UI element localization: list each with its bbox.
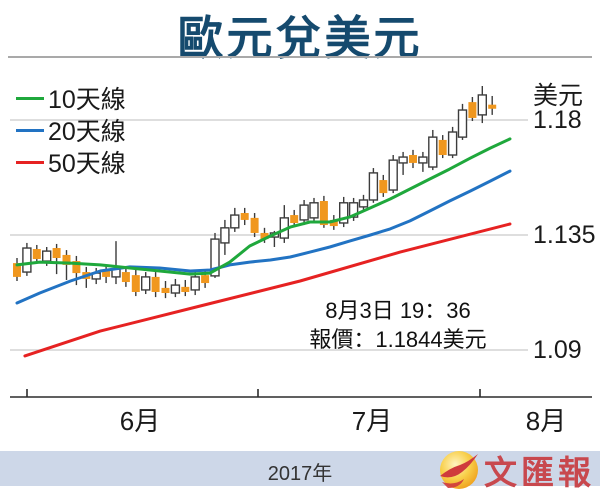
candle-body-up: [299, 204, 309, 221]
candle-body-down: [290, 215, 299, 223]
legend-label-ma10: 10天線: [48, 86, 126, 114]
ma20-line-swatch: [16, 128, 44, 132]
candle-body-down: [329, 219, 338, 227]
page-title: 歐元兌美元: [177, 12, 423, 64]
candle-body-up: [210, 238, 220, 277]
y-tick-label-2: 1.135: [533, 221, 596, 249]
candle-body-up: [339, 202, 349, 224]
quote-price: 報價：1.1844美元: [309, 327, 487, 352]
candle-body-up: [42, 250, 52, 262]
candle-body-up: [457, 109, 468, 138]
quote-datetime: 8月3日 19：36: [325, 298, 471, 323]
candle-body-up: [398, 156, 408, 164]
candle-body-down: [379, 180, 388, 194]
y-tick-label-1: 1.18: [533, 106, 582, 134]
candle-body-up: [418, 156, 428, 164]
candle-body-down: [181, 286, 190, 292]
legend-item-ma10: 10天線: [16, 82, 126, 114]
x-tick-label-july: 7月: [351, 406, 393, 436]
candle-body-down: [201, 275, 210, 284]
x-tick-label-june: 6月: [119, 406, 161, 436]
candle-body-down: [468, 102, 477, 118]
y-axis-unit-label: 美元: [533, 82, 584, 110]
year-label: 2017年: [267, 463, 333, 485]
wenweipo-logo-text: 文匯報: [484, 456, 595, 492]
quote-annotation: 8月3日 19：36 報價：1.1844美元: [278, 296, 518, 354]
ma10-line-swatch: [16, 96, 44, 100]
legend-label-ma20: 20天線: [48, 118, 126, 146]
candle-body-down: [319, 201, 328, 226]
ma10-line: [15, 137, 512, 276]
candle-body-down: [62, 254, 71, 265]
candle-body-down: [260, 232, 269, 240]
candle-body-down: [121, 272, 130, 283]
candle-body-up: [190, 276, 200, 291]
title-divider: [8, 56, 592, 58]
candle-body-down: [250, 217, 259, 233]
candle-body-down: [72, 261, 81, 274]
candle-body-down: [102, 271, 111, 277]
candle-body-down: [438, 139, 447, 156]
wenweipo-sun-icon: [440, 451, 478, 489]
candle-body-up: [368, 172, 379, 201]
candle-body-down: [151, 276, 160, 292]
candle-body-down: [131, 275, 140, 292]
candle-body-down: [240, 213, 249, 220]
candle-body-up: [388, 159, 398, 191]
candle-body-up: [358, 199, 369, 208]
footer-bar: [0, 451, 600, 486]
ma50-line: [23, 222, 512, 358]
candle-body-up: [348, 202, 359, 218]
y-tick-label-3: 1.09: [533, 336, 582, 364]
legend-item-ma50: 50天線: [16, 146, 126, 178]
ma50-line-swatch: [16, 160, 44, 164]
x-tick-label-august: 8月: [525, 406, 567, 436]
candle-body-up: [428, 136, 438, 168]
legend-item-ma20: 20天線: [16, 114, 126, 146]
candle-body-up: [220, 227, 230, 244]
candle-body-down: [52, 248, 61, 258]
candle-body-down: [32, 249, 41, 260]
candle-body-up: [170, 284, 181, 294]
candle-body-down: [488, 104, 497, 109]
candle-body-up: [22, 247, 32, 273]
candle-body-down: [409, 155, 417, 163]
candle-body-down: [161, 287, 170, 294]
candle-body-up: [309, 202, 319, 219]
candle-body-up: [230, 214, 240, 229]
candle-body-up: [447, 131, 458, 156]
candle-body-up: [477, 94, 487, 116]
candle-body-down: [13, 263, 21, 277]
candle-body-up: [140, 276, 151, 291]
legend-label-ma50: 50天線: [48, 150, 126, 178]
legend: 10天線 20天線 50天線: [16, 82, 126, 178]
wenweipo-logo: 文匯報: [438, 446, 595, 494]
